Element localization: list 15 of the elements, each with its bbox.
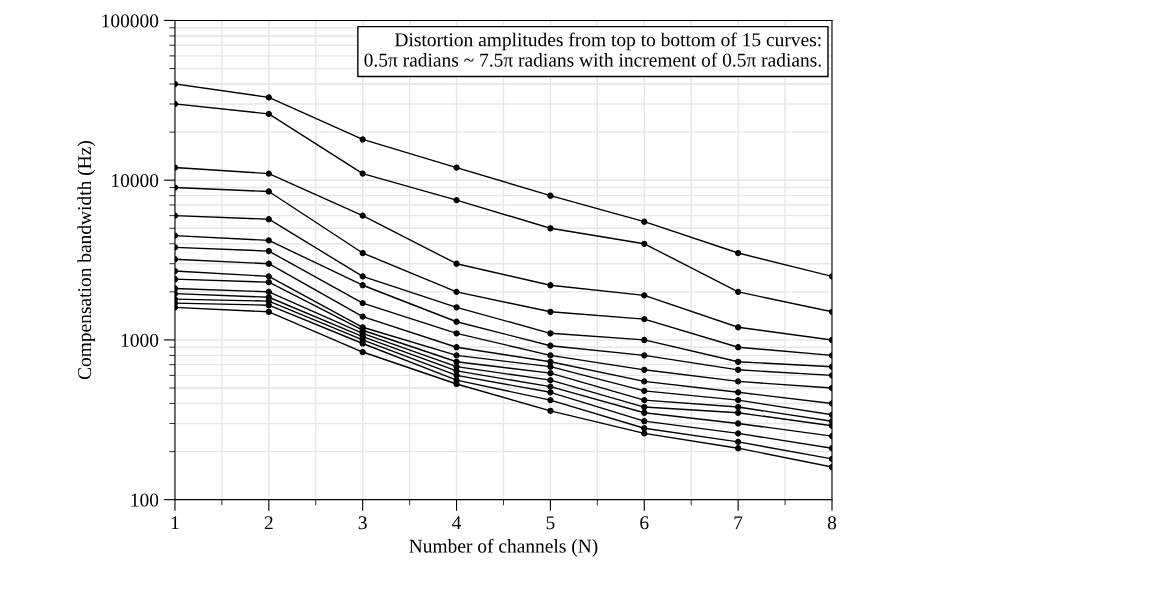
y-tick-label: 100000 [102, 14, 159, 28]
x-tick-label: 6 [640, 516, 649, 530]
x-axis-title: Number of channels (N) [409, 538, 598, 557]
y-axis-title: Compensation bandwidth (Hz) [77, 141, 96, 380]
x-tick-label: 5 [546, 516, 555, 530]
y-tick-label: 1000 [121, 333, 159, 347]
x-tick-label: 2 [264, 516, 273, 530]
x-tick-label: 8 [827, 516, 837, 530]
y-tick-label: 100 [131, 493, 159, 507]
x-tick-label: 7 [734, 516, 743, 530]
y-tick-label: 10000 [112, 174, 159, 188]
x-tick-label: 4 [452, 516, 462, 530]
x-tick-label: 3 [358, 516, 367, 530]
annotation: Distortion amplitudes from top to bottom of 15 curves: 0.5π radians ~ 7.5π radians with increment of 0.5π radians. [364, 32, 821, 67]
x-tick-label: 1 [171, 516, 179, 530]
